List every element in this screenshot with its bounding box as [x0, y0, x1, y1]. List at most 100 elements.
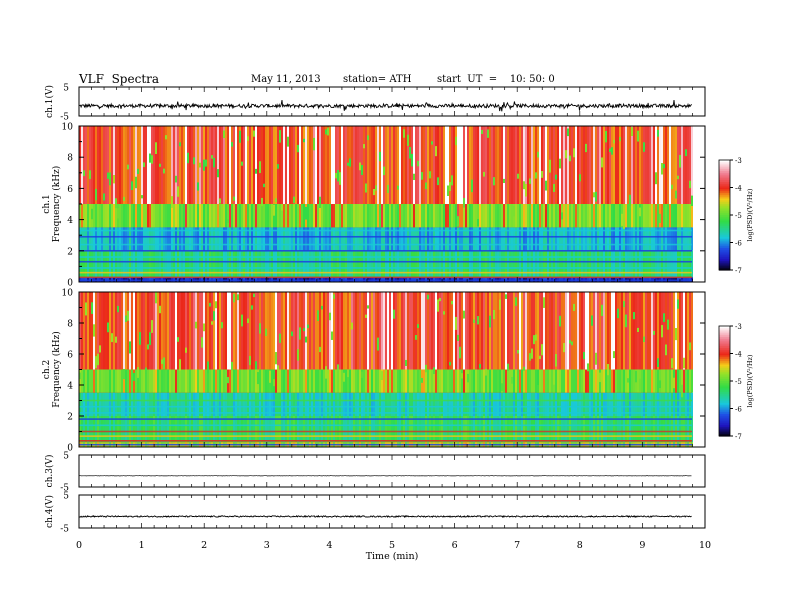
ch2-spectrogram-panel-cell [237, 416, 239, 443]
ch2-spectrogram-panel-cell [639, 292, 641, 370]
ch1-spectrogram-panel-cell [327, 250, 329, 278]
ch1-spectrogram-panel-speckle [481, 129, 483, 134]
ch2-spectrogram-panel-cell [167, 369, 169, 393]
ch1-spectrogram-panel-cell [349, 227, 351, 251]
ch1-spectrogram-panel-cell [549, 227, 551, 251]
ch2-spectrogram-panel-speckle [537, 384, 539, 393]
ch2-spectrogram-panel-colorbar-step [719, 371, 730, 375]
ch2-spectrogram-panel-speckle [675, 328, 677, 341]
ch1-spectrogram-panel-speckle [671, 184, 673, 190]
ch1-spectrogram-panel-cell [463, 227, 465, 251]
ch1-spectrogram-panel-colorbar-step [719, 251, 730, 255]
ch2-spectrogram-panel-speckle [347, 369, 349, 378]
ch2-spectrogram-panel-colorbar-step [719, 377, 730, 380]
ch2-spectrogram-panel-cell [585, 416, 587, 443]
ch1-spectrogram-panel-speckle [89, 170, 91, 180]
ch1-spectrogram-panel-colorbar-tick-label: -5 [735, 212, 742, 220]
ch2-spectrogram-panel-cell [101, 292, 103, 370]
ch2-spectrogram-panel-speckle [691, 377, 693, 382]
ch2-spectrogram-panel-cell [365, 416, 367, 443]
ch2-spectrogram-panel-cell [567, 416, 569, 443]
ch1-spectrogram-panel-colorbar-step [719, 231, 730, 234]
ch1-spectrogram-panel-cell [397, 227, 399, 251]
ch1-spectrogram-panel-cell [461, 204, 463, 228]
ch1-spectrogram-panel-cell [655, 250, 657, 278]
ch2-spectrogram-panel-cell [477, 292, 479, 370]
ch1-spectrogram-panel-cell [413, 227, 415, 251]
ch2-spectrogram-panel-cell [585, 292, 587, 370]
ch2-spectrogram-panel-speckle [661, 325, 663, 338]
ch1-spectrogram-panel-cell [433, 204, 435, 228]
ch2-spectrogram-panel-cell [541, 292, 543, 370]
ch1-spectrogram-panel-cell [149, 227, 151, 251]
ch1-spectrogram-panel-cell [569, 204, 571, 228]
ch2-spectrogram-panel-cell [463, 416, 465, 443]
ch1-spectrogram-panel-cell [287, 204, 289, 228]
ch1-spectrogram-panel-cell [667, 250, 669, 278]
ch2-spectrogram-panel-cell [129, 369, 131, 393]
ch2-spectrogram-panel-speckle [201, 337, 203, 348]
ch2-spectrogram-panel-cell [355, 369, 357, 393]
ch2-spectrogram-panel-cell [653, 369, 655, 393]
ch1-spectrogram-panel-cell [183, 227, 185, 251]
ch1-spectrogram-panel-cell [469, 227, 471, 251]
ch2-spectrogram-panel-cell [259, 392, 261, 416]
ch2-spectrogram-panel-cell [219, 392, 221, 416]
ch1-spectrogram-panel-ytick-label: 8 [67, 154, 73, 164]
ch1-spectrogram-panel-cell [655, 204, 657, 228]
ch1-spectrogram-panel-cell [521, 227, 523, 251]
ch1-spectrogram-panel-cell [681, 126, 683, 204]
ch1-spectrogram-panel-cell [607, 204, 609, 228]
ch2-spectrogram-panel-cell [131, 416, 133, 443]
ch2-spectrogram-panel-cell [137, 392, 139, 416]
ch2-spectrogram-panel-cell [625, 292, 627, 370]
ch1-spectrogram-panel-cell [579, 204, 581, 228]
ch2-spectrogram-panel-speckle [663, 313, 665, 322]
ch2-spectrogram-panel-cell [191, 392, 193, 416]
ch2-spectrogram-panel-cell [377, 292, 379, 370]
ch2-spectrogram-panel-cell [617, 392, 619, 416]
ch2-spectrogram-panel-speckle [155, 292, 157, 304]
ch2-spectrogram-panel-cell [559, 292, 561, 370]
ch2-spectrogram-panel-cell [169, 392, 171, 416]
ch1-spectrogram-panel-cell [583, 204, 585, 228]
ch1-spectrogram-panel-cell [101, 204, 103, 228]
ch1-spectrogram-panel-cell [665, 204, 667, 228]
ch1-spectrogram-panel-speckle [255, 168, 257, 174]
ch2-spectrogram-panel-cell [185, 416, 187, 443]
ch1-spectrogram-panel-cell [557, 227, 559, 251]
ch2-spectrogram-panel-cell [517, 369, 519, 393]
ch2-spectrogram-panel-colorbar-step [719, 401, 730, 404]
ch1-spectrogram-panel-speckle [549, 159, 551, 173]
ch1-spectrogram-panel-cell [457, 126, 459, 204]
ch2-spectrogram-panel-cell [665, 369, 667, 393]
ch2-spectrogram-panel-cell [419, 292, 421, 370]
ch1-spectrogram-panel-cell [545, 227, 547, 251]
ch2-spectrogram-panel-cell [349, 416, 351, 443]
ch1-spectrogram-panel-cell [443, 126, 445, 204]
ch2-spectrogram-panel-cell [295, 392, 297, 416]
ch1-spectrogram-panel-cell [137, 250, 139, 278]
ch1-spectrogram-panel-cell [257, 126, 259, 204]
ch1-spectrogram-panel-cell [205, 204, 207, 228]
ch1-spectrogram-panel-cell [341, 204, 343, 228]
ch2-spectrogram-panel-cell [611, 369, 613, 393]
ch2-spectrogram-panel-colorbar-step [719, 340, 730, 344]
ch1-spectrogram-panel-cell [489, 227, 491, 251]
ch1-spectrogram-panel-cell [223, 204, 225, 228]
ch1-spectrogram-panel-cell [593, 126, 595, 204]
ch2-spectrogram-panel-cell [87, 292, 89, 370]
ch1-spectrogram-panel-speckle [623, 218, 625, 229]
ch3-waveform-panel-ytick-label: -5 [60, 484, 69, 494]
ch1-spectrogram-panel-cell [467, 126, 469, 204]
ch1-spectrogram-panel-cell [619, 250, 621, 278]
ch2-spectrogram-panel-speckle [613, 351, 615, 359]
ch1-spectrogram-panel-cell [403, 250, 405, 278]
ch1-spectrogram-panel-speckle [277, 164, 279, 169]
ch1-spectrogram-panel-cell [289, 126, 291, 204]
ch1-spectrogram-panel-cell [303, 227, 305, 251]
ch2-spectrogram-panel-colorbar-step [719, 335, 730, 338]
ch1-spectrogram-panel-cell [611, 227, 613, 251]
ch2-spectrogram-panel-cell [423, 292, 425, 370]
ch1-spectrogram-panel-speckle [517, 173, 519, 179]
